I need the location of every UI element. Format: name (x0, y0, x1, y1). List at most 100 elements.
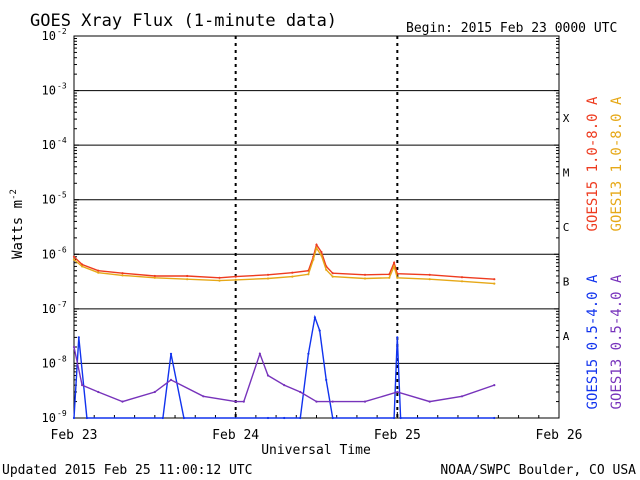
data-point (234, 278, 237, 281)
y-tick-label: 10 (42, 302, 56, 316)
data-point (363, 400, 367, 403)
data-point (77, 336, 80, 339)
data-point (299, 390, 302, 394)
data-point (331, 275, 334, 278)
data-point (153, 274, 156, 278)
data-point (186, 278, 189, 281)
x-tick-label: Feb 24 (212, 428, 259, 443)
y-axis-label-exponent: -2 (9, 189, 19, 200)
data-point (266, 273, 270, 276)
data-point (325, 268, 328, 271)
flare-class-labels: X M C B A (563, 112, 570, 343)
data-point (393, 416, 396, 420)
y-tick-label: 10 (42, 356, 56, 370)
data-point (393, 265, 396, 268)
data-point (97, 390, 100, 394)
data-point (331, 416, 334, 420)
data-source: NOAA/SWPC Boulder, CO USA (440, 463, 636, 478)
data-point (460, 280, 464, 283)
x-tick-label: Feb 25 (374, 428, 421, 443)
data-point (291, 271, 294, 274)
data-point (331, 400, 334, 403)
y-tick-exponent: -6 (57, 245, 67, 254)
data-point (493, 282, 496, 285)
data-point (331, 272, 334, 275)
data-point (315, 400, 318, 403)
flare-class-label: X (563, 112, 570, 125)
data-point (81, 265, 84, 268)
data-point (72, 416, 76, 420)
data-point (153, 390, 156, 394)
data-point (312, 258, 315, 261)
y-axis-label-text: Watts m (10, 200, 26, 259)
data-point (493, 416, 496, 420)
data-point (218, 276, 221, 279)
data-point (291, 275, 294, 278)
y-tick-label: 10 (42, 29, 56, 43)
data-point (396, 276, 399, 279)
updated-timestamp: Updated 2015 Feb 25 11:00:12 UTC (2, 463, 252, 478)
y-tick-exponent: -9 (57, 409, 67, 418)
series-line (73, 246, 495, 285)
data-point (234, 275, 237, 278)
legend-entry: GOES13 0.5-4.0 A (609, 274, 625, 409)
flare-class-label: M (563, 166, 570, 179)
series-lines (72, 243, 496, 420)
data-point (428, 273, 431, 276)
y-tick-exponent: -3 (57, 82, 67, 91)
y-tick-label: 10 (42, 193, 56, 207)
data-point (315, 243, 318, 246)
x-tick-label: Feb 26 (536, 428, 583, 443)
data-point (266, 374, 270, 377)
data-point (218, 279, 221, 282)
data-point (388, 276, 391, 279)
data-point (72, 255, 76, 258)
grid-lines (74, 90, 559, 364)
y-tick-label: 10 (42, 247, 56, 261)
y-axis-ticks: 10-910-810-710-610-510-410-310-2 (42, 27, 559, 425)
data-point (266, 277, 270, 280)
data-point (72, 258, 76, 261)
y-tick-exponent: -5 (57, 191, 67, 200)
data-point (283, 384, 286, 387)
plot-area (73, 35, 560, 419)
x-axis-ticks: Feb 23 Feb 24 Feb 25 Feb 26 (51, 412, 583, 443)
data-point (121, 400, 124, 403)
series-line (73, 314, 495, 419)
data-point (460, 395, 464, 398)
y-tick-label: 10 (42, 411, 56, 425)
data-point (325, 378, 328, 381)
data-point (97, 271, 100, 274)
data-point (266, 416, 270, 420)
data-point (460, 276, 464, 279)
data-point (493, 278, 496, 281)
data-point (258, 352, 261, 355)
y-tick-exponent: -8 (57, 354, 67, 363)
y-tick-exponent: -4 (57, 136, 67, 145)
data-point (81, 384, 84, 387)
legend-entry: GOES15 0.5-4.0 A (585, 274, 601, 409)
y-tick-exponent: -7 (57, 300, 67, 309)
data-point (299, 416, 302, 420)
y-tick-label: 10 (42, 84, 56, 98)
x-axis-label: Universal Time (261, 443, 371, 458)
flare-class-label: A (563, 330, 570, 343)
data-point (320, 254, 323, 257)
data-point (428, 400, 431, 403)
chart-title: GOES Xray Flux (1-minute data) (30, 11, 337, 31)
data-point (318, 329, 321, 332)
series-line (73, 243, 495, 280)
x-tick-label: Feb 23 (51, 428, 98, 443)
data-point (234, 400, 237, 403)
data-point (85, 416, 88, 420)
data-point (169, 352, 173, 355)
y-tick-label: 10 (42, 138, 56, 152)
data-point (363, 273, 367, 276)
data-point (97, 269, 100, 272)
y-axis-label: Watts m-2 (9, 189, 26, 259)
data-point (242, 400, 245, 403)
data-point (153, 276, 156, 279)
data-point (396, 336, 399, 339)
data-point (493, 384, 496, 387)
legend: GOES15 1.0-8.0 A GOES13 1.0-8.0 A GOES15 0… (585, 96, 625, 409)
